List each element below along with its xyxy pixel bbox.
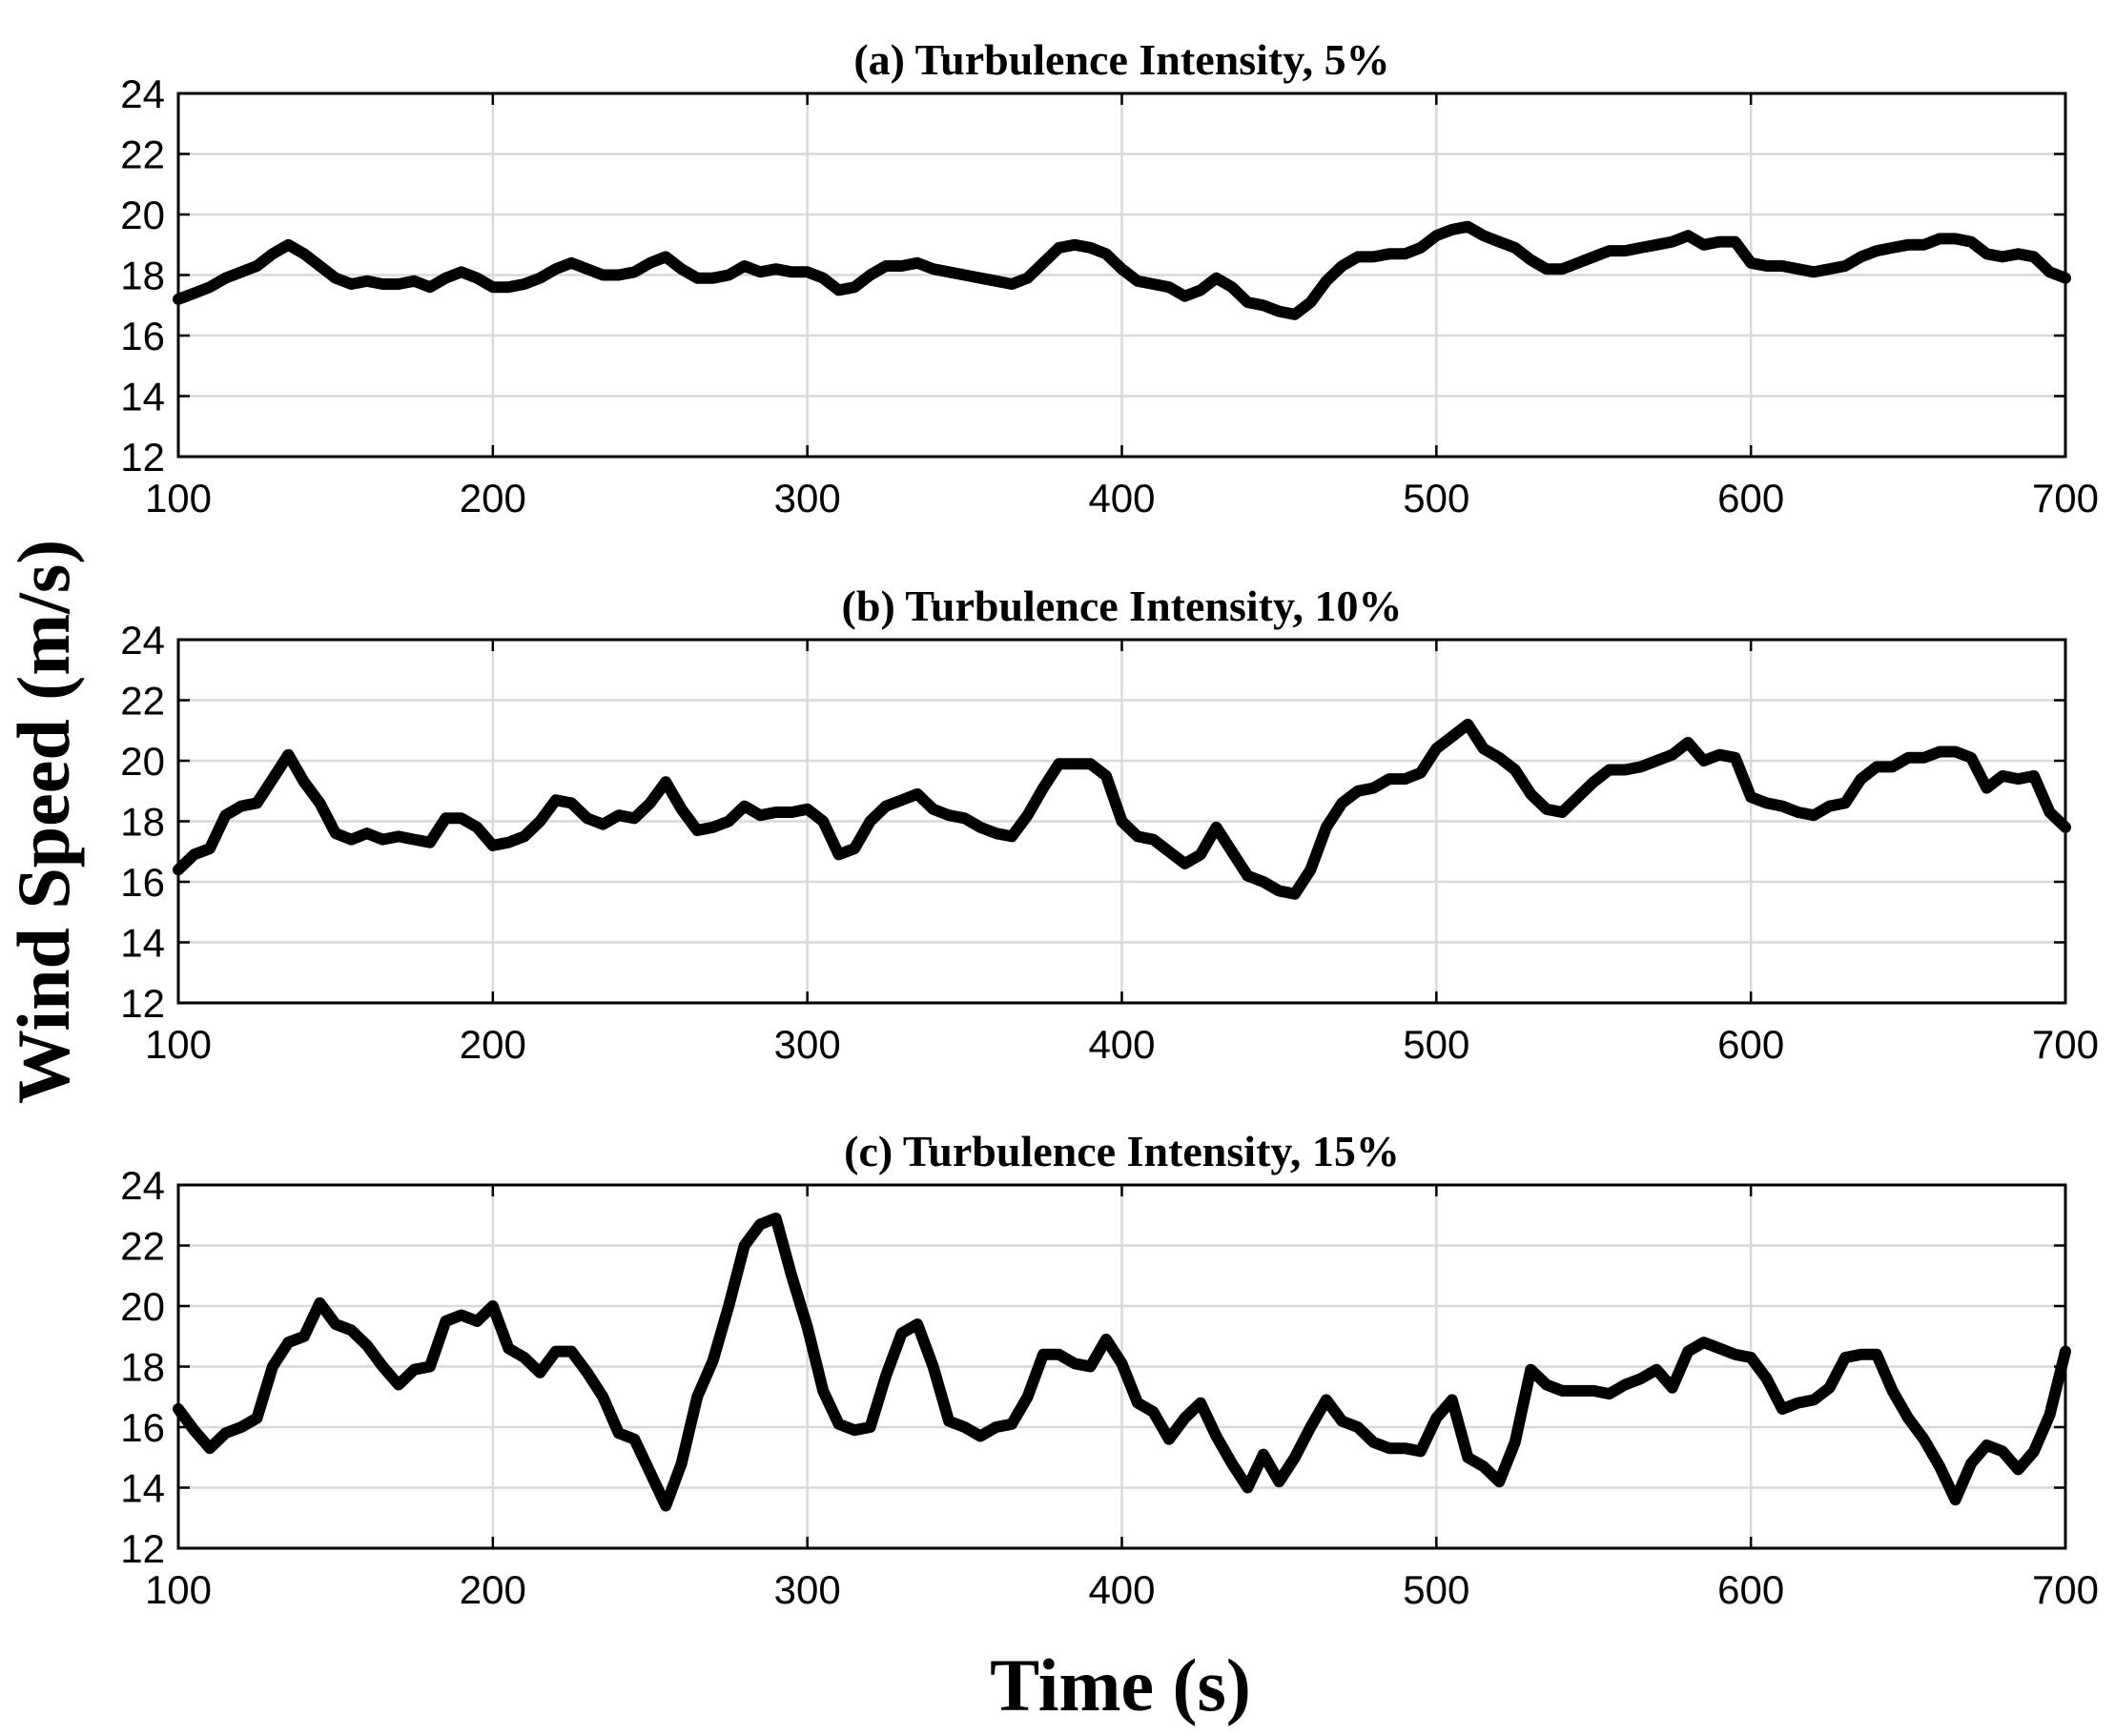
panel-a: (a) Turbulence Intensity, 5% 100 200 300 400… [120, 35, 2099, 521]
y-tick-label: 20 [120, 193, 165, 237]
x-tick-label: 400 [1088, 1567, 1155, 1612]
x-tick-label: 300 [774, 476, 841, 521]
x-tick-label: 500 [1403, 1567, 1469, 1612]
x-tick-label: 300 [774, 1567, 841, 1612]
y-tick-label: 22 [120, 133, 165, 177]
x-tick-label: 600 [1717, 1022, 1784, 1067]
series-line-1 [173, 718, 2071, 900]
y-tick-label: 24 [120, 71, 165, 116]
y-tick-label: 16 [120, 314, 165, 358]
x-tick-label: 700 [2032, 1022, 2099, 1067]
y-axis-label: Wind Speed (m/s) [2, 540, 85, 1104]
y-tick-label: 12 [120, 1526, 165, 1571]
panels: (a) Turbulence Intensity, 5% 100 200 300 400… [120, 35, 2099, 1612]
y-tick-label: 24 [120, 1163, 165, 1208]
x-axis-label: Time (s) [990, 1644, 1251, 1726]
y-tick-label: 12 [120, 435, 165, 480]
panel-title: (a) Turbulence Intensity, 5% [853, 35, 1389, 84]
x-tick-label: 500 [1403, 1022, 1469, 1067]
y-tick-label: 24 [120, 618, 165, 663]
x-tick-label: 200 [460, 1022, 526, 1067]
x-tick-label: 700 [2032, 476, 2099, 521]
series-line-1 [173, 1212, 2071, 1512]
series-line-1 [173, 220, 2071, 320]
y-tick-label: 14 [120, 375, 165, 419]
y-tick-label: 16 [120, 1405, 165, 1450]
x-tick-label: 100 [145, 1022, 212, 1067]
x-tick-label: 300 [774, 1022, 841, 1067]
x-tick-label: 600 [1717, 1567, 1784, 1612]
x-tick-label: 200 [460, 1567, 526, 1612]
x-tick-label: 200 [460, 476, 526, 521]
y-tick-label: 20 [120, 1284, 165, 1329]
y-tick-label: 16 [120, 860, 165, 905]
panel-c: (c) Turbulence Intensity, 15% 100 200 300 40… [120, 1127, 2099, 1612]
y-tick-label: 18 [120, 800, 165, 845]
panel-title: (b) Turbulence Intensity, 10% [842, 582, 1403, 630]
x-tick-label: 400 [1088, 476, 1155, 521]
x-tick-label: 400 [1088, 1022, 1155, 1067]
y-tick-label: 18 [120, 1345, 165, 1390]
y-tick-label: 14 [120, 921, 165, 966]
panel-b: (b) Turbulence Intensity, 10% 100 200 300 40… [120, 582, 2099, 1067]
y-tick-label: 14 [120, 1466, 165, 1511]
y-tick-label: 18 [120, 254, 165, 298]
x-tick-label: 500 [1403, 476, 1469, 521]
x-tick-label: 100 [145, 1567, 212, 1612]
x-tick-label: 100 [145, 476, 212, 521]
y-tick-label: 22 [120, 1224, 165, 1269]
x-tick-label: 700 [2032, 1567, 2099, 1612]
y-tick-label: 20 [120, 739, 165, 784]
x-tick-label: 600 [1717, 476, 1784, 521]
panel-title: (c) Turbulence Intensity, 15% [844, 1127, 1400, 1175]
y-tick-label: 12 [120, 981, 165, 1026]
y-tick-label: 22 [120, 679, 165, 724]
